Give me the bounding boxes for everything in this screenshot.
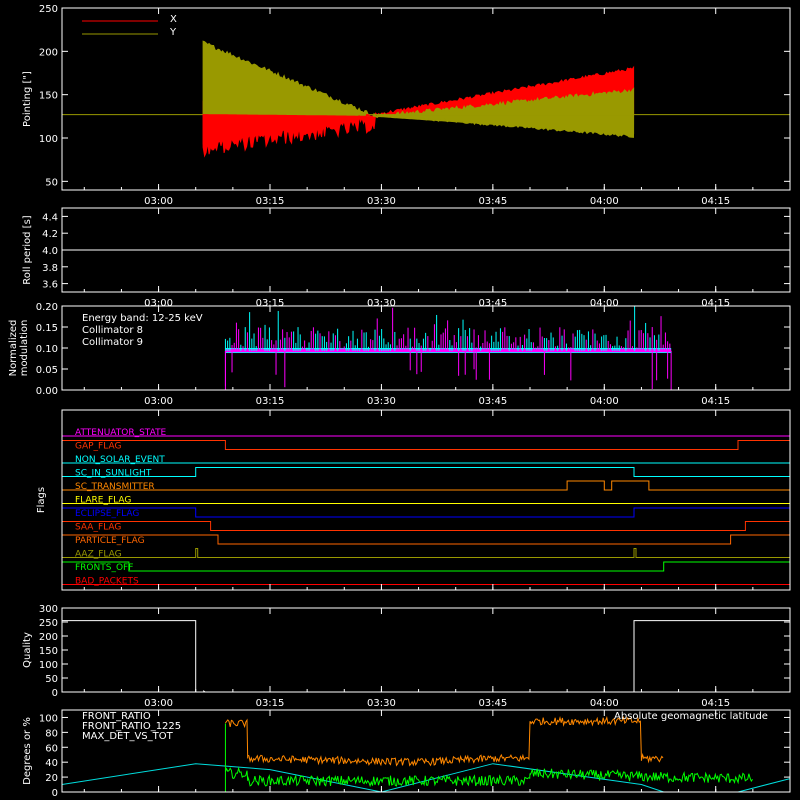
quality-line: [62, 620, 790, 693]
time-tick-label: 04:00: [590, 298, 619, 309]
flag-label: AAZ_FLAG: [75, 550, 122, 560]
y-tick-label: 0.10: [36, 344, 58, 355]
time-tick-label: 04:15: [701, 196, 730, 207]
y-axis-label: Quality: [22, 632, 33, 668]
y-tick-label: 0.00: [36, 386, 58, 397]
y-tick-label: 0.05: [36, 365, 58, 376]
legend-max-det: MAX_DET_VS_TOT: [82, 731, 174, 742]
y-tick-label: 0.20: [36, 302, 58, 313]
time-tick-label: 03:15: [256, 396, 285, 407]
flag-line-aaz-flag: [62, 548, 790, 558]
time-tick-label: 04:00: [590, 396, 619, 407]
legend-x-label: X: [170, 14, 177, 25]
y-tick-label: 0: [52, 788, 58, 799]
flag-line-particle-flag: [61, 534, 791, 545]
time-tick-label: 04:15: [701, 698, 730, 709]
legend-collimator9: Collimator 9: [82, 337, 143, 348]
legend-front-ratio-1225: FRONT_RATIO_1225: [82, 721, 181, 732]
flag-line-sc-in-sunlight: [62, 467, 790, 477]
time-tick-label: 03:30: [367, 396, 396, 407]
y-tick-label: 4.4: [42, 212, 58, 223]
geomag-annotation: Absolute geomagnetic latitude: [614, 711, 768, 722]
y-tick-label: 250: [39, 4, 58, 15]
flag-label: FRONTS_OFF: [75, 563, 133, 573]
y-axis-label: modulation: [19, 320, 30, 377]
y-tick-label: 200: [39, 632, 58, 643]
series-x-band-lower: [202, 113, 374, 145]
series-y-band-lower: [373, 112, 634, 138]
y-tick-label: 80: [45, 728, 58, 739]
time-tick-label: 03:45: [478, 196, 507, 207]
flag-line-gap-flag: [61, 440, 791, 450]
y-tick-label: 4.0: [42, 246, 58, 257]
time-tick-label: 03:00: [144, 196, 173, 207]
time-tick-label: 03:15: [256, 298, 285, 309]
time-tick-label: 03:30: [367, 298, 396, 309]
time-tick-label: 04:00: [590, 698, 619, 709]
flag-label: NON_SOLAR_EVENT: [75, 455, 165, 465]
front-ratio-1225-line: [224, 766, 753, 788]
y-axis-label: Flags: [36, 487, 47, 513]
time-tick-label: 03:00: [144, 698, 173, 709]
y-tick-label: 50: [45, 177, 58, 188]
time-tick-label: 03:30: [367, 196, 396, 207]
flag-label: PARTICLE_FLAG: [75, 536, 145, 546]
time-tick-label: 03:15: [256, 698, 285, 709]
ratio-panel-frame: [61, 709, 791, 793]
flag-line-fronts-off: [61, 561, 791, 572]
y-tick-label: 20: [45, 773, 58, 784]
flag-line-sc-transmitter: [62, 480, 790, 491]
y-tick-label: 50: [45, 674, 58, 685]
y-tick-label: 100: [39, 660, 58, 671]
flag-label: SAA_FLAG: [75, 523, 121, 533]
y-tick-label: 0: [52, 688, 58, 699]
y-tick-label: 3.6: [42, 280, 58, 291]
y-tick-label: 4.2: [42, 229, 58, 240]
legend-front-ratio: FRONT_RATIO: [82, 711, 151, 722]
y-tick-label: 200: [39, 47, 58, 58]
y-tick-label: 0.15: [36, 323, 58, 334]
time-tick-label: 04:15: [701, 298, 730, 309]
legend-collimator8: Collimator 8: [82, 325, 143, 336]
y-axis-label: Pointing ["]: [22, 71, 33, 127]
time-tick-label: 03:30: [367, 698, 396, 709]
flag-label: BAD_PACKETS: [75, 577, 139, 587]
flag-label: SC_IN_SUNLIGHT: [75, 469, 152, 479]
flags-panel-frame: [61, 409, 791, 591]
y-tick-label: 100: [39, 134, 58, 145]
flag-label: ATTENUATOR_STATE: [75, 428, 167, 438]
pointing-panel-frame: [61, 7, 791, 191]
y-tick-label: 40: [45, 758, 58, 769]
y-tick-label: 100: [39, 713, 58, 724]
flag-label: SC_TRANSMITTER: [75, 482, 155, 492]
time-tick-label: 04:15: [701, 396, 730, 407]
y-tick-label: 60: [45, 743, 58, 754]
flag-line-eclipse-flag: [61, 507, 791, 518]
y-axis-label: Roll period [s]: [22, 215, 33, 284]
legend-y-label: Y: [169, 27, 177, 38]
time-tick-label: 04:00: [590, 196, 619, 207]
y-tick-label: 3.8: [42, 263, 58, 274]
time-tick-label: 03:15: [256, 196, 285, 207]
time-tick-label: 03:00: [144, 396, 173, 407]
flag-label: ECLIPSE_FLAG: [75, 509, 139, 519]
y-tick-label: 300: [39, 604, 58, 615]
max-det-vs-tot-line: [225, 715, 664, 767]
energy-band-annotation: Energy band: 12-25 keV: [82, 313, 203, 324]
y-tick-label: 150: [39, 646, 58, 657]
time-tick-label: 03:45: [478, 698, 507, 709]
time-tick-label: 03:45: [478, 298, 507, 309]
flag-label: FLARE_FLAG: [75, 496, 131, 506]
time-tick-label: 03:45: [478, 396, 507, 407]
y-tick-label: 250: [39, 618, 58, 629]
y-tick-label: 150: [39, 91, 58, 102]
time-tick-label: 03:00: [144, 298, 173, 309]
y-axis-label: Degrees or %: [22, 717, 33, 785]
y-axis-label: Normalized: [8, 320, 19, 377]
flag-label: GAP_FLAG: [75, 442, 121, 452]
collimator9-band: [225, 349, 672, 353]
flag-line-saa-flag: [61, 521, 791, 531]
